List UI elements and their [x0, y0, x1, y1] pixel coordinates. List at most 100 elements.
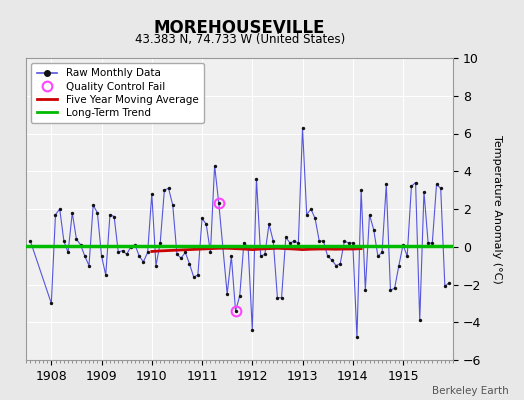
- Point: [81, 253, 89, 259]
- Point: [26, 238, 35, 244]
- Point: [365, 212, 374, 218]
- Point: [436, 185, 445, 192]
- Point: [256, 253, 265, 259]
- Point: [227, 253, 235, 259]
- Point: [428, 240, 436, 246]
- Point: [382, 181, 390, 188]
- Point: [97, 253, 106, 259]
- Point: [118, 247, 127, 254]
- Point: [441, 283, 449, 290]
- Point: [319, 238, 328, 244]
- Point: [420, 189, 428, 195]
- Point: [47, 300, 56, 306]
- Point: [131, 242, 139, 248]
- Point: [395, 262, 403, 269]
- Point: [135, 253, 144, 259]
- Point: [307, 206, 315, 212]
- Point: [344, 240, 353, 246]
- Point: [311, 215, 319, 222]
- Text: 43.383 N, 74.733 W (United States): 43.383 N, 74.733 W (United States): [135, 33, 345, 46]
- Point: [290, 238, 298, 244]
- Point: [416, 317, 424, 324]
- Point: [302, 212, 311, 218]
- Point: [336, 260, 344, 267]
- Point: [89, 202, 97, 208]
- Point: [160, 187, 169, 193]
- Point: [223, 291, 232, 297]
- Point: [194, 272, 202, 278]
- Point: [232, 308, 240, 314]
- Point: [315, 238, 323, 244]
- Point: [248, 326, 256, 333]
- Point: [411, 179, 420, 186]
- Point: [244, 244, 253, 250]
- Y-axis label: Temperature Anomaly (°C): Temperature Anomaly (°C): [492, 135, 502, 283]
- Point: [144, 249, 152, 256]
- Point: [281, 234, 290, 240]
- Point: [169, 202, 177, 208]
- Point: [56, 206, 64, 212]
- Point: [215, 200, 223, 206]
- Point: [68, 210, 77, 216]
- Point: [269, 238, 277, 244]
- Point: [127, 244, 135, 250]
- Point: [93, 210, 102, 216]
- Point: [386, 287, 395, 293]
- Point: [156, 240, 165, 246]
- Point: [260, 251, 269, 258]
- Point: [106, 212, 114, 218]
- Point: [432, 181, 441, 188]
- Point: [424, 240, 432, 246]
- Point: [60, 238, 68, 244]
- Point: [348, 240, 357, 246]
- Point: [211, 162, 219, 169]
- Point: [51, 212, 60, 218]
- Point: [445, 280, 453, 286]
- Point: [328, 257, 336, 263]
- Point: [181, 249, 190, 256]
- Point: [85, 262, 93, 269]
- Point: [236, 293, 244, 299]
- Point: [357, 187, 365, 193]
- Point: [273, 294, 281, 301]
- Point: [399, 242, 407, 248]
- Point: [378, 249, 386, 256]
- Point: [185, 260, 194, 267]
- Point: [202, 221, 211, 227]
- Point: [114, 249, 123, 256]
- Point: [72, 236, 81, 242]
- Point: [390, 285, 399, 292]
- Point: [332, 262, 340, 269]
- Point: [152, 262, 160, 269]
- Point: [190, 274, 198, 280]
- Point: [298, 125, 307, 131]
- Point: [361, 287, 369, 293]
- Point: [286, 240, 294, 246]
- Point: [369, 226, 378, 233]
- Point: [294, 240, 302, 246]
- Point: [123, 251, 131, 258]
- Point: [353, 334, 361, 340]
- Text: Berkeley Earth: Berkeley Earth: [432, 386, 508, 396]
- Point: [252, 176, 260, 182]
- Point: [165, 185, 173, 192]
- Point: [77, 242, 85, 248]
- Legend: Raw Monthly Data, Quality Control Fail, Five Year Moving Average, Long-Term Tren: Raw Monthly Data, Quality Control Fail, …: [31, 63, 204, 123]
- Point: [173, 251, 181, 258]
- Point: [277, 294, 286, 301]
- Point: [206, 249, 215, 256]
- Point: [139, 259, 148, 265]
- Point: [340, 238, 348, 244]
- Point: [265, 221, 273, 227]
- Point: [407, 183, 416, 190]
- Point: [102, 272, 110, 278]
- Point: [177, 255, 185, 261]
- Point: [323, 253, 332, 259]
- Point: [239, 240, 248, 246]
- Point: [110, 213, 118, 220]
- Title: MOREHOUSEVILLE: MOREHOUSEVILLE: [154, 19, 325, 37]
- Point: [64, 249, 72, 256]
- Point: [198, 215, 206, 222]
- Point: [403, 253, 411, 259]
- Point: [148, 191, 156, 197]
